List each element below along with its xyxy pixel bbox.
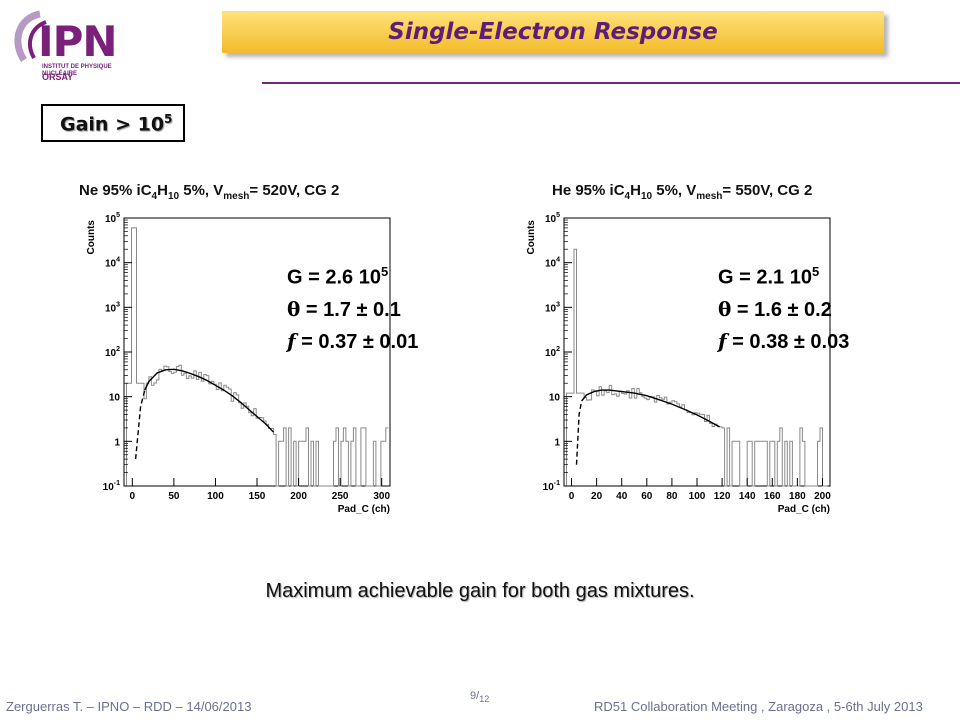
left-gain-value: G = 2.6 105 <box>287 264 389 289</box>
right-fit-params: G = 2.1 105 θ = 1.6 ± 0.2 f = 0.38 ± 0.0… <box>718 256 849 358</box>
x-tick-label: 60 <box>641 491 653 502</box>
x-tick-label: 100 <box>689 491 706 502</box>
x-tick-label: 160 <box>764 491 781 502</box>
logo-city: ORSAY <box>42 72 74 82</box>
y-tick-label: 1 <box>554 437 560 448</box>
x-tick-label: 120 <box>714 491 731 502</box>
x-tick-label: 140 <box>739 491 756 502</box>
y-tick-label: 105 <box>545 212 560 225</box>
right-gain-value: G = 2.1 105 <box>718 264 820 289</box>
x-tick-label: 300 <box>373 491 390 502</box>
left-fit-params: G = 2.6 105 θ = 1.7 ± 0.1 f = 0.37 ± 0.0… <box>287 256 418 358</box>
left-plot-title: Ne 95% iC4H10 5%, Vmesh= 520V, CG 2 <box>79 182 340 202</box>
logo-subtitle: INSTITUT DE PHYSIQUE NUCLÉAIRE <box>42 64 112 77</box>
x-tick-label: 50 <box>168 491 180 502</box>
y-tick-label: 103 <box>105 301 120 314</box>
fit-curve <box>581 389 720 428</box>
x-tick-label: 180 <box>789 491 806 502</box>
y-tick-label: 104 <box>105 257 120 270</box>
right-f-value: f = 0.38 ± 0.03 <box>718 328 850 353</box>
right-plot-title: He 95% iC4H10 5%, Vmesh= 550V, CG 2 <box>552 182 813 202</box>
footer-event: RD51 Collaboration Meeting , Zaragoza , … <box>594 699 923 714</box>
y-tick-label: 10 <box>549 393 561 404</box>
x-axis-label: Pad_C (ch) <box>338 504 390 515</box>
logo-swirl-icon <box>14 10 47 62</box>
left-f-value: f = 0.37 ± 0.01 <box>287 328 419 353</box>
slide-caption: Maximum achievable gain for both gas mix… <box>265 580 695 602</box>
page-number: 9/12 <box>470 690 490 705</box>
x-tick-label: 200 <box>814 491 831 502</box>
gain-label: Gain > 105 <box>60 112 173 136</box>
y-tick-label: 102 <box>545 346 560 359</box>
x-tick-label: 100 <box>207 491 224 502</box>
y-tick-label: 104 <box>545 257 560 270</box>
x-tick-label: 80 <box>666 491 678 502</box>
y-tick-label: 103 <box>545 301 560 314</box>
x-tick-label: 20 <box>591 491 603 502</box>
fit-curve-dashed <box>575 400 583 465</box>
histogram-data <box>126 227 389 487</box>
x-axis-label: Pad_C (ch) <box>778 504 830 515</box>
y-axis-label: Counts <box>526 220 537 255</box>
y-tick-label: 10-1 <box>103 480 120 493</box>
y-tick-label: 102 <box>105 346 120 359</box>
logo-letters: IPN <box>38 17 118 66</box>
histogram-data <box>566 248 828 487</box>
fit-curve-dashed <box>134 389 146 460</box>
gain-box: Gain > 105 <box>41 104 185 142</box>
y-tick-label: 1 <box>114 437 120 448</box>
left-histogram: 10-1 1 10 102 103 104 105 0 50 100 150 200 250 300 Pad… <box>86 212 391 515</box>
fit-curve <box>144 368 275 433</box>
ipn-logo: IPN INSTITUT DE PHYSIQUE NUCLÉAIRE ORSAY <box>10 8 130 88</box>
x-tick-label: 40 <box>616 491 628 502</box>
header-divider <box>262 82 960 84</box>
left-theta-value: θ = 1.7 ± 0.1 <box>287 296 401 321</box>
x-tick-label: 250 <box>332 491 349 502</box>
x-tick-label: 150 <box>249 491 266 502</box>
x-tick-label: 200 <box>290 491 307 502</box>
slide-title: Single-Electron Response <box>388 19 718 45</box>
right-theta-value: θ = 1.6 ± 0.2 <box>718 296 832 321</box>
x-tick-label: 0 <box>130 491 136 502</box>
title-banner: Single-Electron Response <box>222 11 884 53</box>
y-tick-label: 105 <box>105 212 120 225</box>
right-histogram: 10-1 1 10 102 103 104 105 0 20 40 60 80 100 120 140 160… <box>526 212 831 515</box>
y-axis-label: Counts <box>86 220 97 255</box>
y-tick-label: 10-1 <box>543 480 560 493</box>
footer-author: Zerguerras T. – IPNO – RDD – 14/06/2013 <box>6 699 252 714</box>
x-tick-label: 0 <box>569 491 575 502</box>
y-tick-label: 10 <box>109 393 121 404</box>
